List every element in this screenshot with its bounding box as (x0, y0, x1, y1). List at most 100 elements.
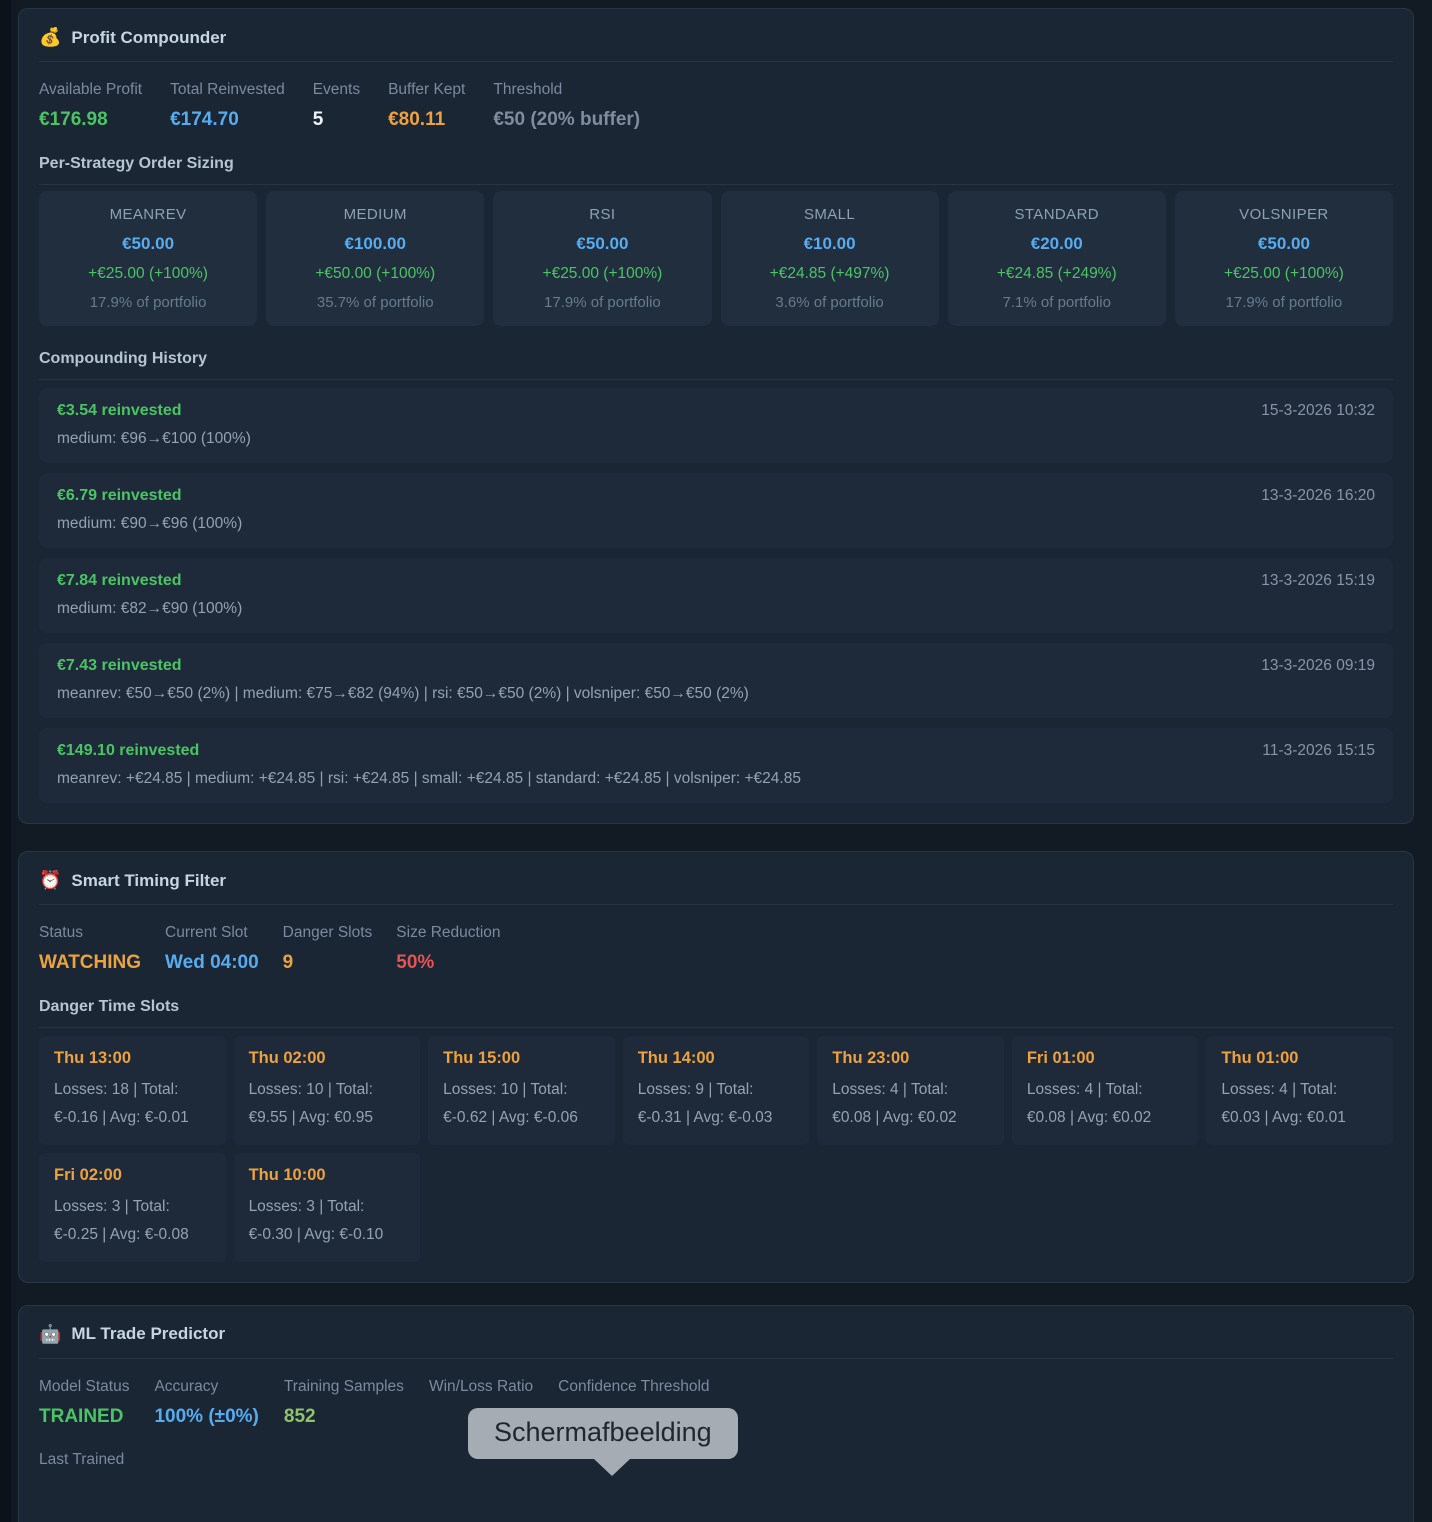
history-entry-top: €149.10 reinvested 11-3-2026 15:15 (57, 742, 1375, 760)
history-entry-top: €7.43 reinvested 13-3-2026 09:19 (57, 657, 1375, 675)
stat-value: €174.70 (170, 109, 239, 130)
history-amount: €6.79 reinvested (57, 487, 182, 504)
strategy-gain: +€25.00 (+100%) (542, 265, 663, 282)
strategy-portfolio-share: 3.6% of portfolio (775, 294, 884, 311)
history-entry: €7.84 reinvested 13-3-2026 15:19 medium:… (39, 558, 1393, 633)
strategy-card: SMALL €10.00 +€24.85 (+497%) 3.6% of por… (720, 191, 939, 326)
stat-label: Confidence Threshold (558, 1377, 710, 1395)
strategy-gain: +€24.85 (+497%) (769, 265, 890, 282)
ml-predictor-header: 🤖 ML Trade Predictor (39, 1324, 1393, 1359)
compounder-stats: Available Profit €176.98 Total Reinveste… (39, 81, 1393, 131)
danger-slot-detail: Losses: 10 | Total: €-0.62 | Avg: €-0.06 (443, 1081, 578, 1126)
strategy-size: €50.00 (1257, 234, 1310, 253)
history-detail: medium: €90→€96 (100%) (57, 515, 243, 532)
strategy-portfolio-share: 35.7% of portfolio (316, 294, 434, 311)
history-timestamp: 15-3-2026 10:32 (1261, 402, 1375, 419)
stat-label: Total Reinvested (170, 81, 285, 98)
robot-icon: 🤖 (39, 1323, 62, 1344)
history-entry: €6.79 reinvested 13-3-2026 16:20 medium:… (39, 473, 1393, 548)
history-detail: medium: €82→€90 (100%) (57, 600, 243, 617)
strategy-gain: +€50.00 (+100%) (315, 265, 436, 282)
history-detail: medium: €96→€100 (100%) (57, 430, 251, 447)
strategy-portfolio-share: 7.1% of portfolio (1002, 294, 1111, 311)
strategy-name: SMALL (803, 206, 856, 223)
history-entry: €7.43 reinvested 13-3-2026 09:19 meanrev… (39, 643, 1393, 718)
danger-slot-detail: Losses: 3 | Total: €-0.25 | Avg: €-0.08 (54, 1197, 189, 1243)
history-timestamp: 11-3-2026 15:15 (1262, 742, 1375, 759)
stat: Training Samples 852 (284, 1378, 404, 1428)
stat-label: Available Profit (39, 81, 143, 98)
stat-value: Wed 04:00 (165, 952, 259, 973)
history-amount: €7.43 reinvested (57, 657, 182, 674)
stat-value: €80.11 (388, 109, 446, 130)
strategy-size: €20.00 (1030, 234, 1083, 253)
strategy-name: MEANREV (109, 206, 187, 223)
stat: Accuracy 100% (±0%) (154, 1378, 258, 1428)
danger-slot-detail: Losses: 4 | Total: €0.03 | Avg: €0.01 (1221, 1081, 1346, 1126)
stat-value: 100% (±0%) (154, 1405, 259, 1427)
stat-label: Accuracy (154, 1377, 219, 1395)
danger-slot-detail: Losses: 4 | Total: €0.08 | Avg: €0.02 (1026, 1081, 1152, 1126)
ml-predictor-panel: 🤖 ML Trade Predictor Model Status TRAINE… (18, 1304, 1414, 1522)
strategy-name: RSI (589, 206, 616, 223)
danger-slot-card: Thu 14:00 Losses: 9 | Total: €-0.31 | Av… (622, 1036, 810, 1145)
ml-stats: Model Status TRAINED Accuracy 100% (±0%)… (39, 1378, 1393, 1428)
stat-label: Threshold (493, 81, 563, 98)
danger-slot-card: Fri 01:00 Losses: 4 | Total: €0.08 | Avg… (1011, 1036, 1199, 1145)
stat: Status WATCHING (39, 924, 141, 974)
history-timestamp: 13-3-2026 16:20 (1261, 487, 1375, 504)
danger-slot-time: Thu 23:00 (832, 1049, 910, 1067)
strategy-card: STANDARD €20.00 +€24.85 (+249%) 7.1% of … (947, 191, 1166, 326)
stat: Events 5 (313, 81, 360, 131)
strategy-size: €50.00 (122, 234, 175, 253)
history-entry: €3.54 reinvested 15-3-2026 10:32 medium:… (39, 388, 1393, 463)
strategy-portfolio-share: 17.9% of portfolio (544, 294, 661, 311)
danger-slot-card: Thu 10:00 Losses: 3 | Total: €-0.30 | Av… (233, 1152, 421, 1262)
danger-slot-detail: Losses: 4 | Total: €0.08 | Avg: €0.02 (832, 1081, 957, 1126)
stat-label: Status (39, 924, 83, 941)
stat-value: 9 (282, 952, 294, 973)
history-detail: meanrev: +€24.85 | medium: +€24.85 | rsi… (57, 770, 801, 787)
stat: Model Status TRAINED (39, 1378, 129, 1428)
danger-slot-time: Thu 01:00 (1221, 1049, 1299, 1067)
danger-slot-detail: Losses: 18 | Total: €-0.16 | Avg: €-0.01 (54, 1081, 189, 1126)
stat-value: 852 (283, 1405, 316, 1427)
stat-value: 5 (312, 109, 324, 130)
danger-slot-time: Thu 02:00 (248, 1049, 326, 1067)
page-left-edge (0, 0, 11, 1522)
stat-label: Current Slot (165, 924, 248, 941)
stat-value: €176.98 (39, 109, 108, 130)
danger-slot-time: Fri 02:00 (54, 1165, 122, 1184)
last-trained-label: Last Trained (39, 1450, 125, 1468)
history-amount: €7.84 reinvested (57, 572, 182, 589)
strategy-card: MEDIUM €100.00 +€50.00 (+100%) 35.7% of … (266, 191, 485, 326)
smart-timing-panel: ⏰ Smart Timing Filter Status WATCHING Cu… (18, 851, 1414, 1283)
danger-slot-card: Thu 15:00 Losses: 10 | Total: €-0.62 | A… (428, 1036, 615, 1145)
strategy-gain: +€25.00 (+100%) (1224, 265, 1344, 282)
compounding-history-list: €3.54 reinvested 15-3-2026 10:32 medium:… (39, 388, 1393, 803)
strategy-name: STANDARD (1014, 206, 1100, 223)
panel-title: Smart Timing Filter (71, 870, 227, 890)
panel-title: ML Trade Predictor (71, 1324, 226, 1344)
timing-stats: Status WATCHING Current Slot Wed 04:00 D… (39, 924, 1393, 974)
order-sizing-title: Per-Strategy Order Sizing (39, 155, 1393, 185)
stat-value: TRAINED (39, 1405, 124, 1427)
danger-slot-card: Thu 01:00 Losses: 4 | Total: €0.03 | Avg… (1206, 1036, 1393, 1145)
panel-title: Profit Compounder (71, 27, 227, 47)
stat: Current Slot Wed 04:00 (165, 924, 259, 974)
strategy-portfolio-share: 17.9% of portfolio (1225, 294, 1343, 311)
stat-label: Win/Loss Ratio (428, 1377, 534, 1395)
stat-value: 50% (396, 952, 435, 973)
stat: Danger Slots 9 (283, 924, 373, 974)
profit-compounder-panel: 💰 Profit Compounder Available Profit €17… (18, 8, 1414, 824)
screenshot-tooltip: Schermafbeelding (468, 1407, 738, 1476)
strategy-name: MEDIUM (343, 206, 407, 223)
strategy-card: MEANREV €50.00 +€25.00 (+100%) 17.9% of … (39, 191, 258, 326)
strategy-gain: +€25.00 (+100%) (88, 265, 208, 282)
smart-timing-header: ⏰ Smart Timing Filter (39, 870, 1393, 905)
danger-slot-time: Thu 13:00 (54, 1049, 132, 1067)
stat-value: WATCHING (39, 952, 142, 973)
history-timestamp: 13-3-2026 09:19 (1261, 657, 1375, 674)
danger-slot-card: Thu 13:00 Losses: 18 | Total: €-0.16 | A… (39, 1036, 226, 1145)
profit-compounder-header: 💰 Profit Compounder (39, 27, 1393, 62)
